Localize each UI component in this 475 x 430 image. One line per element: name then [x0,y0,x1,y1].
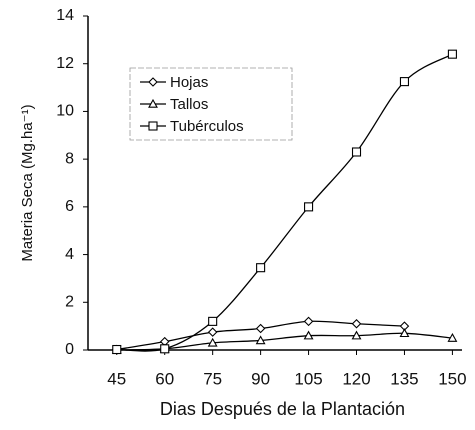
y-tick-label: 4 [65,246,74,263]
legend-marker [148,77,158,87]
x-tick-label: 120 [342,369,370,388]
point [303,316,314,327]
legend-box [129,67,293,141]
point [399,77,410,87]
point [256,263,266,273]
series-line [116,53,453,352]
legend-marker [148,121,158,131]
point [160,344,170,354]
point [303,330,314,340]
x-tick-label: 60 [155,369,174,388]
point [351,147,362,157]
point [208,316,218,326]
x-tick-label: 135 [390,369,418,388]
legend-marker [148,98,158,108]
y-tick-label: 14 [56,7,74,24]
point [447,49,457,59]
legend-label: Tallos [170,96,208,113]
point [304,202,314,212]
x-tick-label: 45 [107,369,126,388]
point [351,330,362,340]
x-axis-label: Dias Después de la Plantación [160,399,405,419]
y-tick-label: 10 [56,103,74,120]
y-axis-label: Materia Seca (Mg.ha⁻¹) [19,104,36,261]
y-tick-label: 12 [56,55,74,72]
point [255,323,266,334]
y-tick-label: 8 [65,150,74,167]
point [112,344,122,355]
x-tick-label: 105 [294,369,322,388]
point [447,332,458,342]
x-tick-label: 150 [438,369,466,388]
point [255,335,266,345]
y-tick-label: 6 [65,198,74,215]
legend-label: Tubérculos [170,118,244,135]
legend-label: Hojas [170,74,208,91]
point [351,318,362,329]
x-tick-label: 90 [251,369,270,388]
point [207,337,218,347]
x-tick-label: 75 [203,369,222,388]
point [207,327,218,337]
point [399,328,410,338]
y-tick-label: 2 [65,294,74,311]
y-tick-label: 0 [65,341,74,358]
